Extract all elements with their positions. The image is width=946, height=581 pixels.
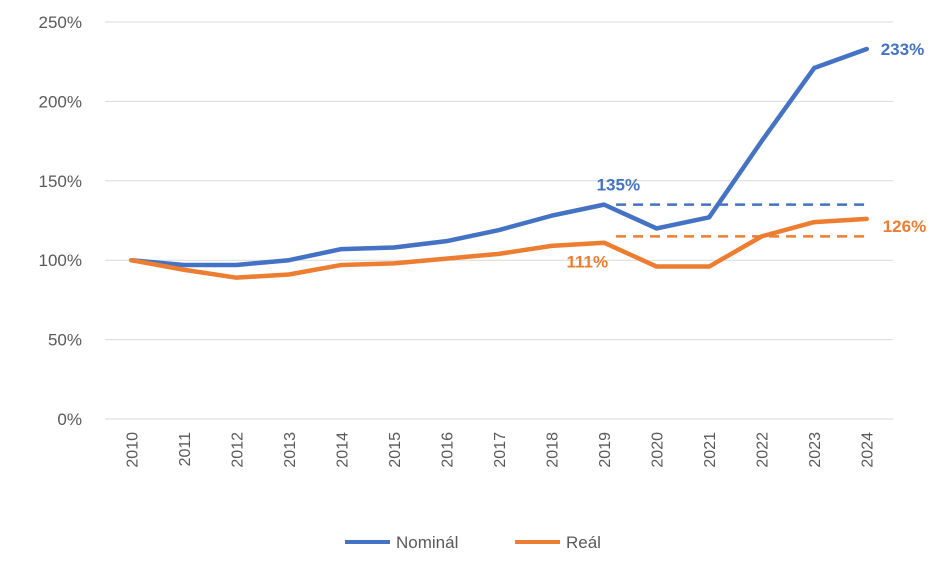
data-label: 135%	[597, 176, 640, 195]
series-lines	[129, 46, 869, 280]
data-label: 233%	[881, 40, 924, 59]
y-tick-label: 100%	[39, 251, 82, 270]
legend: Nominál Reál	[345, 533, 601, 552]
x-tick-label: 2010	[124, 432, 141, 468]
x-tick-label: 2014	[334, 432, 351, 468]
legend-label-nominal: Nominál	[396, 533, 458, 552]
x-tick-label: 2022	[755, 432, 772, 468]
y-tick-label: 0%	[57, 410, 82, 429]
y-tick-label: 150%	[39, 172, 82, 191]
y-tick-label: 50%	[48, 331, 82, 350]
x-tick-label: 2017	[492, 432, 509, 468]
x-tick-label: 2019	[597, 432, 614, 468]
x-tick-label: 2021	[702, 432, 719, 468]
series-line-nominal	[129, 46, 869, 268]
x-axis-ticks: 2010 2011 2012 2013 2014 2015 2016 2017 2018 2019…	[124, 432, 876, 468]
data-label: 111%	[566, 253, 608, 272]
x-tick-label: 2015	[387, 432, 404, 468]
x-tick-label: 2020	[650, 432, 667, 468]
x-tick-label: 2011	[177, 432, 194, 467]
y-tick-label: 200%	[39, 92, 82, 111]
annotations: 135% 111% 233% 126%	[566, 40, 926, 272]
x-tick-label: 2024	[860, 432, 877, 468]
reference-lines	[616, 203, 867, 238]
legend-label-real: Reál	[566, 533, 601, 552]
y-axis-ticks: 0% 50% 100% 150% 200% 250%	[39, 13, 82, 429]
x-tick-label: 2013	[282, 432, 299, 468]
x-tick-label: 2018	[545, 432, 562, 468]
grid-lines	[105, 21, 893, 420]
x-tick-label: 2023	[807, 432, 824, 468]
x-tick-label: 2012	[229, 432, 246, 468]
y-tick-label: 250%	[39, 13, 82, 32]
x-tick-label: 2016	[439, 432, 456, 468]
data-label: 126%	[883, 217, 926, 236]
